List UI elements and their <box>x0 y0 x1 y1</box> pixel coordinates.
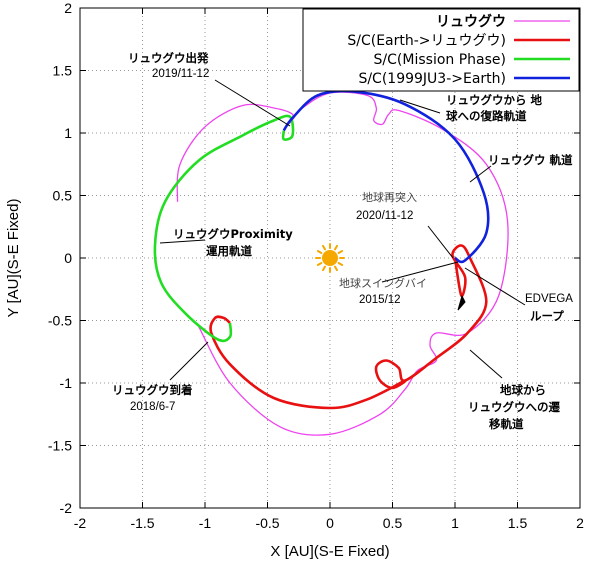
svg-text:2018/6-7: 2018/6-7 <box>130 401 175 413</box>
return-to-earth-line <box>282 89 490 264</box>
y-tick-label: 0 <box>64 250 72 266</box>
sun-ray <box>322 265 326 272</box>
x-tick-label: 0.5 <box>383 515 403 531</box>
legend-mission-phase-label: S/C(Mission Phase) <box>374 52 506 68</box>
y-tick-label: -1 <box>60 375 73 391</box>
legend-earth-to-ryugu-label: S/C(Earth->リュウグウ) <box>347 33 506 49</box>
y-axis-label: Y [AU](S-E Fixed) <box>5 199 22 318</box>
annotation-proximity: リュウグウProximity 運用軌道 <box>173 227 293 258</box>
y-tick-label: -0.5 <box>48 313 72 329</box>
x-axis-label: X [AU](S-E Fixed) <box>270 543 389 560</box>
mission-phase-line <box>153 114 295 343</box>
x-tick-label: -0.5 <box>255 515 279 531</box>
y-tick-label: 1 <box>64 125 72 141</box>
sun-ray <box>322 244 326 251</box>
svg-text:運用軌道: 運用軌道 <box>206 244 252 258</box>
svg-text:リュウグウ出発: リュウグウ出発 <box>128 51 209 65</box>
x-tick-label: 1.5 <box>508 515 528 531</box>
legend-return-to-earth-label: S/C(1999JU3->Earth) <box>358 71 506 87</box>
sun-ray <box>316 262 323 266</box>
svg-text:地球スイングバイ: 地球スイングバイ <box>339 276 427 290</box>
series-group <box>153 89 509 436</box>
svg-text:リュウグウへの遷: リュウグウへの遷 <box>468 400 560 414</box>
sun-icon <box>315 243 345 273</box>
annotation-departure: リュウグウ出発 2019/11-12 <box>128 51 209 80</box>
sun-ray <box>334 244 338 251</box>
legend-ryugu-label: リュウグウ <box>436 13 506 30</box>
y-tick-label: -2 <box>60 500 73 516</box>
svg-text:リュウグウProximity: リュウグウProximity <box>173 227 293 241</box>
sun-ray <box>337 262 344 266</box>
legend: リュウグウ S/C(Earth->リュウグウ) S/C(Mission Phase)… <box>302 8 580 92</box>
earth-to-ryugu-line <box>209 244 488 410</box>
annotation-ryugu-orbit: リュウグウ 軌道 <box>488 153 573 167</box>
x-tick-label: -1.5 <box>130 515 154 531</box>
svg-text:EDVEGA: EDVEGA <box>525 293 573 305</box>
y-tick-label: -1.5 <box>48 438 72 454</box>
x-tick-label: 0 <box>326 515 334 531</box>
annotation-return-orbit: リュウグウから 地 球への復路軌道 <box>446 93 543 123</box>
y-tick-label: 0.5 <box>53 188 73 204</box>
annotation-leaders <box>159 79 526 381</box>
svg-text:2020/11-12: 2020/11-12 <box>356 210 413 222</box>
svg-text:ループ: ループ <box>530 309 564 323</box>
svg-text:地球再突入: 地球再突入 <box>362 190 417 204</box>
y-tick-label: 2 <box>64 0 72 16</box>
x-tick-label: -2 <box>74 515 87 531</box>
svg-text:2015/12: 2015/12 <box>359 294 401 306</box>
annotation-swingby: 地球スイングバイ 2015/12 <box>339 276 427 306</box>
svg-text:球への復路軌道: 球への復路軌道 <box>446 109 527 123</box>
x-tick-label: 1 <box>451 515 459 531</box>
annotation-edvega: EDVEGA ループ <box>525 293 573 323</box>
sun-ray <box>316 250 323 254</box>
x-tick-label: -1 <box>199 515 212 531</box>
ryugu-orbit-line <box>176 91 509 436</box>
sun-ray <box>334 265 338 272</box>
svg-text:2019/11-12: 2019/11-12 <box>152 68 209 80</box>
svg-text:移軌道: 移軌道 <box>489 417 524 431</box>
annotation-arrival: リュウグウ到着 2018/6-7 <box>112 383 193 413</box>
annotation-reentry: 地球再突入 2020/11-12 <box>356 190 417 222</box>
x-tick-label: 2 <box>576 515 584 531</box>
ticks: -2 -1.5 -1 -0.5 0 0.5 1 1.5 2 2 1.5 1 0.5 0 -0.5 -1 -1.5… <box>48 0 584 531</box>
annotation-transfer-orbit: 地球から リュウグウへの遷 移軌道 <box>468 383 560 431</box>
y-tick-label: 1.5 <box>53 63 73 79</box>
svg-text:リュウグウから 地: リュウグウから 地 <box>446 93 543 107</box>
svg-text:リュウグウ 軌道: リュウグウ 軌道 <box>488 153 573 167</box>
svg-text:リュウグウ到着: リュウグウ到着 <box>112 383 193 397</box>
svg-text:地球から: 地球から <box>500 383 546 397</box>
sun-ray <box>337 250 344 254</box>
